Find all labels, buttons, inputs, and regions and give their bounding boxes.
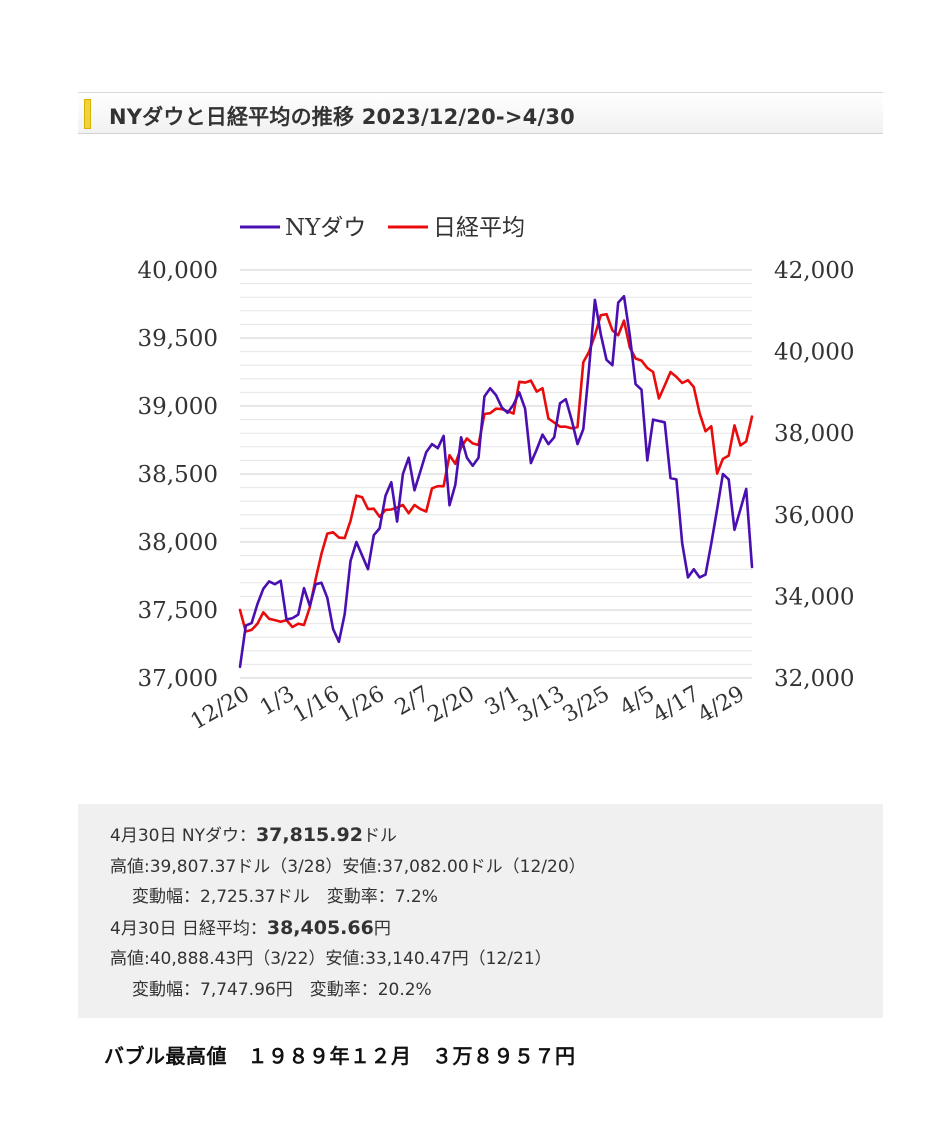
x-tick-label: 4/29 bbox=[694, 682, 749, 728]
right-tick-label: 40,000 bbox=[774, 340, 854, 366]
nikkei-close-line: 4月30日 日経平均：38,405.66円 bbox=[110, 913, 883, 945]
right-tick-label: 42,000 bbox=[774, 258, 854, 284]
right-tick-label: 36,000 bbox=[774, 503, 854, 529]
legend-dow-label: NYダウ bbox=[285, 215, 366, 241]
left-tick-label: 37,500 bbox=[138, 598, 218, 624]
dow-close-line: 4月30日 NYダウ：37,815.92ドル bbox=[110, 820, 883, 852]
chart-legend: NYダウ 日経平均 bbox=[240, 215, 525, 241]
right-axis-ticks: 32,000 34,000 36,000 38,000 40,000 42,000 bbox=[774, 258, 854, 692]
x-tick-label: 1/3 bbox=[256, 682, 299, 721]
dow-close-label: 4月30日 NYダウ： bbox=[110, 826, 256, 846]
nikkei-change: 変動幅：7,747.96円 変動率：20.2% bbox=[132, 979, 432, 1000]
legend-nikkei-label: 日経平均 bbox=[433, 215, 525, 241]
chart-grid bbox=[240, 269, 752, 679]
x-axis-ticks: 12/20 1/31/161/26 2/72/20 3/13/133/25 4/54/1… bbox=[187, 682, 749, 735]
nikkei-close-label: 4月30日 日経平均： bbox=[110, 918, 267, 939]
line-chart: NYダウ 日経平均 37,00037,50038,00038,50039,0003… bbox=[138, 215, 855, 735]
left-tick-label: 37,000 bbox=[138, 666, 218, 692]
left-tick-label: 38,000 bbox=[138, 530, 218, 556]
right-tick-label: 38,000 bbox=[774, 421, 854, 447]
left-tick-label: 39,500 bbox=[138, 326, 218, 352]
left-axis-ticks: 37,000 37,500 38,000 38,500 39,000 39,500 40,0… bbox=[138, 258, 218, 692]
bubble-peak-note: バブル最高値 １９８９年１２月 ３万８９５７円 bbox=[104, 1044, 576, 1068]
x-tick-label: 3/1 bbox=[481, 682, 524, 721]
title-accent-marker bbox=[84, 99, 91, 129]
dow-close-value: 37,815.92 bbox=[255, 824, 363, 846]
series-nikkei-line bbox=[238, 312, 754, 633]
right-tick-label: 32,000 bbox=[774, 666, 854, 692]
left-tick-label: 38,500 bbox=[138, 462, 218, 488]
x-tick-label: 2/7 bbox=[391, 682, 434, 721]
dow-close-unit: ドル bbox=[362, 826, 397, 846]
title-bar: NYダウと日経平均の推移 2023/12/20->4/30 bbox=[78, 92, 883, 134]
x-tick-label: 1/26 bbox=[334, 682, 389, 728]
series-dow-line bbox=[238, 294, 754, 669]
nikkei-high-low: 高値:40,888.43円（3/22）安値:33,140.47円（12/21） bbox=[110, 949, 552, 969]
x-tick-label: 4/5 bbox=[616, 682, 659, 721]
info-box: 4月30日 NYダウ：37,815.92ドル 高値:39,807.37ドル（3/… bbox=[78, 804, 883, 1018]
nikkei-close-value: 38,405.66 bbox=[266, 916, 374, 939]
left-tick-label: 39,000 bbox=[138, 394, 218, 420]
chart-panel: NYダウと日経平均の推移 2023/12/20->4/30 NYダウ 日経平均 3… bbox=[78, 92, 883, 1018]
dow-change: 変動幅：2,725.37ドル 変動率：7.2% bbox=[132, 887, 438, 907]
right-tick-label: 34,000 bbox=[774, 584, 854, 610]
x-tick-label: 2/20 bbox=[424, 682, 479, 728]
x-tick-label: 3/25 bbox=[559, 682, 614, 728]
dow-high-low: 高値:39,807.37ドル（3/28）安値:37,082.00ドル（12/20… bbox=[110, 856, 586, 877]
nikkei-close-unit: 円 bbox=[373, 918, 391, 939]
left-tick-label: 40,000 bbox=[138, 258, 218, 284]
series-lines bbox=[238, 294, 754, 669]
chart-title: NYダウと日経平均の推移 2023/12/20->4/30 bbox=[109, 105, 575, 129]
